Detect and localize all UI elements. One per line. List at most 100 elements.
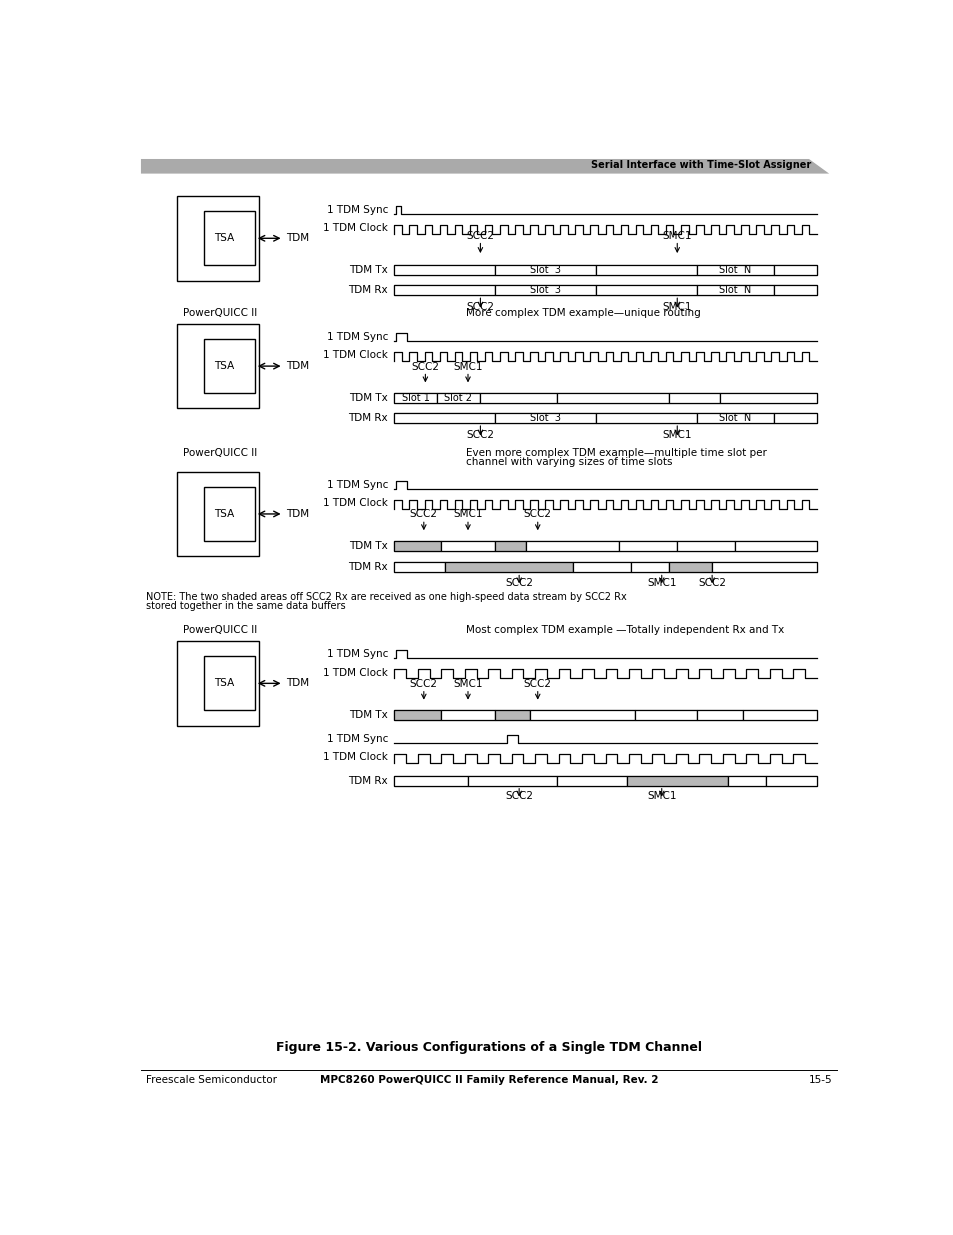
Text: 1 TDM Clock: 1 TDM Clock bbox=[323, 668, 388, 678]
Text: SCC2: SCC2 bbox=[466, 303, 494, 312]
Bar bbox=[479, 393, 557, 403]
Text: Freescale Semiconductor: Freescale Semiconductor bbox=[146, 1074, 277, 1084]
Bar bbox=[696, 710, 742, 720]
Bar bbox=[530, 710, 634, 720]
Bar bbox=[630, 562, 669, 573]
Bar bbox=[394, 710, 440, 720]
Bar bbox=[618, 541, 677, 551]
Bar bbox=[394, 562, 444, 573]
Bar bbox=[634, 710, 696, 720]
Bar bbox=[444, 562, 572, 573]
Text: Slot  3: Slot 3 bbox=[530, 412, 560, 424]
Text: Serial Interface with Time-Slot Assigner: Serial Interface with Time-Slot Assigner bbox=[591, 161, 810, 170]
Bar bbox=[394, 412, 495, 424]
Bar bbox=[711, 562, 816, 573]
Bar bbox=[596, 285, 696, 295]
Bar bbox=[394, 285, 495, 295]
Bar bbox=[394, 776, 816, 785]
Bar bbox=[669, 393, 720, 403]
Bar bbox=[440, 541, 495, 551]
Text: SCC2: SCC2 bbox=[410, 679, 437, 689]
Text: NOTE: The two shaded areas off SCC2 Rx are received as one high-speed data strea: NOTE: The two shaded areas off SCC2 Rx a… bbox=[146, 592, 626, 601]
Bar bbox=[394, 541, 440, 551]
Text: TDM: TDM bbox=[286, 509, 309, 519]
Text: SMC1: SMC1 bbox=[453, 509, 482, 520]
Text: Slot  N: Slot N bbox=[719, 412, 751, 424]
Text: 1 TDM Clock: 1 TDM Clock bbox=[323, 498, 388, 508]
Bar bbox=[495, 541, 525, 551]
Text: Slot  N: Slot N bbox=[719, 266, 751, 275]
Text: SCC2: SCC2 bbox=[466, 430, 494, 440]
Bar bbox=[596, 266, 696, 275]
Text: Figure 15-2. Various Configurations of a Single TDM Channel: Figure 15-2. Various Configurations of a… bbox=[275, 1041, 701, 1053]
Text: SMC1: SMC1 bbox=[646, 578, 676, 588]
Text: SCC2: SCC2 bbox=[466, 231, 494, 241]
Bar bbox=[468, 776, 557, 785]
Text: SMC1: SMC1 bbox=[661, 303, 691, 312]
Bar bbox=[204, 487, 254, 541]
Bar bbox=[394, 412, 816, 424]
Text: TDM Rx: TDM Rx bbox=[348, 285, 388, 295]
Bar bbox=[394, 541, 816, 551]
Text: TDM Tx: TDM Tx bbox=[349, 710, 388, 720]
Bar bbox=[394, 266, 495, 275]
Text: 15-5: 15-5 bbox=[808, 1074, 831, 1084]
Text: TDM Rx: TDM Rx bbox=[348, 412, 388, 424]
Bar bbox=[394, 776, 468, 785]
Text: PowerQUICC II: PowerQUICC II bbox=[183, 625, 256, 635]
Text: TDM Rx: TDM Rx bbox=[348, 562, 388, 573]
Bar bbox=[557, 776, 626, 785]
Bar bbox=[727, 776, 765, 785]
Bar bbox=[572, 562, 630, 573]
Text: SMC1: SMC1 bbox=[661, 231, 691, 241]
Text: SCC2: SCC2 bbox=[523, 509, 551, 520]
Bar bbox=[696, 412, 773, 424]
Bar bbox=[773, 266, 816, 275]
Text: TDM: TDM bbox=[286, 233, 309, 243]
Text: SCC2: SCC2 bbox=[698, 578, 725, 588]
Bar bbox=[394, 562, 816, 573]
Bar bbox=[669, 562, 711, 573]
Bar bbox=[495, 412, 596, 424]
Text: 1 TDM Sync: 1 TDM Sync bbox=[327, 650, 388, 659]
Text: TDM Tx: TDM Tx bbox=[349, 541, 388, 551]
Text: 1 TDM Clock: 1 TDM Clock bbox=[323, 224, 388, 233]
Bar bbox=[495, 710, 530, 720]
Text: PowerQUICC II: PowerQUICC II bbox=[183, 448, 256, 458]
Text: 1 TDM Clock: 1 TDM Clock bbox=[323, 351, 388, 361]
Text: Slot 2: Slot 2 bbox=[444, 393, 472, 403]
Bar bbox=[394, 710, 816, 720]
Text: channel with varying sizes of time slots: channel with varying sizes of time slots bbox=[465, 457, 672, 467]
Text: SCC2: SCC2 bbox=[410, 509, 437, 520]
Bar bbox=[677, 541, 735, 551]
Text: More complex TDM example—unique routing: More complex TDM example—unique routing bbox=[465, 308, 700, 317]
Bar bbox=[525, 541, 618, 551]
Bar bbox=[177, 196, 258, 280]
Text: MPC8260 PowerQUICC II Family Reference Manual, Rev. 2: MPC8260 PowerQUICC II Family Reference M… bbox=[319, 1074, 658, 1084]
Text: Slot  3: Slot 3 bbox=[530, 285, 560, 295]
Text: SCC2: SCC2 bbox=[505, 792, 533, 802]
Text: Even more complex TDM example—multiple time slot per: Even more complex TDM example—multiple t… bbox=[465, 448, 766, 458]
Bar bbox=[204, 656, 254, 710]
Text: stored together in the same data buffers: stored together in the same data buffers bbox=[146, 601, 346, 611]
Bar bbox=[177, 472, 258, 556]
Text: Slot  N: Slot N bbox=[719, 285, 751, 295]
Bar bbox=[394, 393, 436, 403]
Text: TDM: TDM bbox=[286, 678, 309, 688]
Text: TSA: TSA bbox=[213, 361, 233, 370]
Bar bbox=[394, 393, 816, 403]
Bar bbox=[177, 641, 258, 726]
Bar bbox=[204, 340, 254, 393]
Bar bbox=[696, 285, 773, 295]
Text: TDM Tx: TDM Tx bbox=[349, 266, 388, 275]
Bar bbox=[773, 285, 816, 295]
Text: Slot 1: Slot 1 bbox=[401, 393, 429, 403]
Text: TSA: TSA bbox=[213, 233, 233, 243]
Text: Slot  3: Slot 3 bbox=[530, 266, 560, 275]
Polygon shape bbox=[141, 159, 828, 174]
Text: SMC1: SMC1 bbox=[453, 362, 482, 372]
Bar bbox=[696, 266, 773, 275]
Text: SMC1: SMC1 bbox=[453, 679, 482, 689]
Bar bbox=[204, 211, 254, 266]
Bar bbox=[495, 266, 596, 275]
